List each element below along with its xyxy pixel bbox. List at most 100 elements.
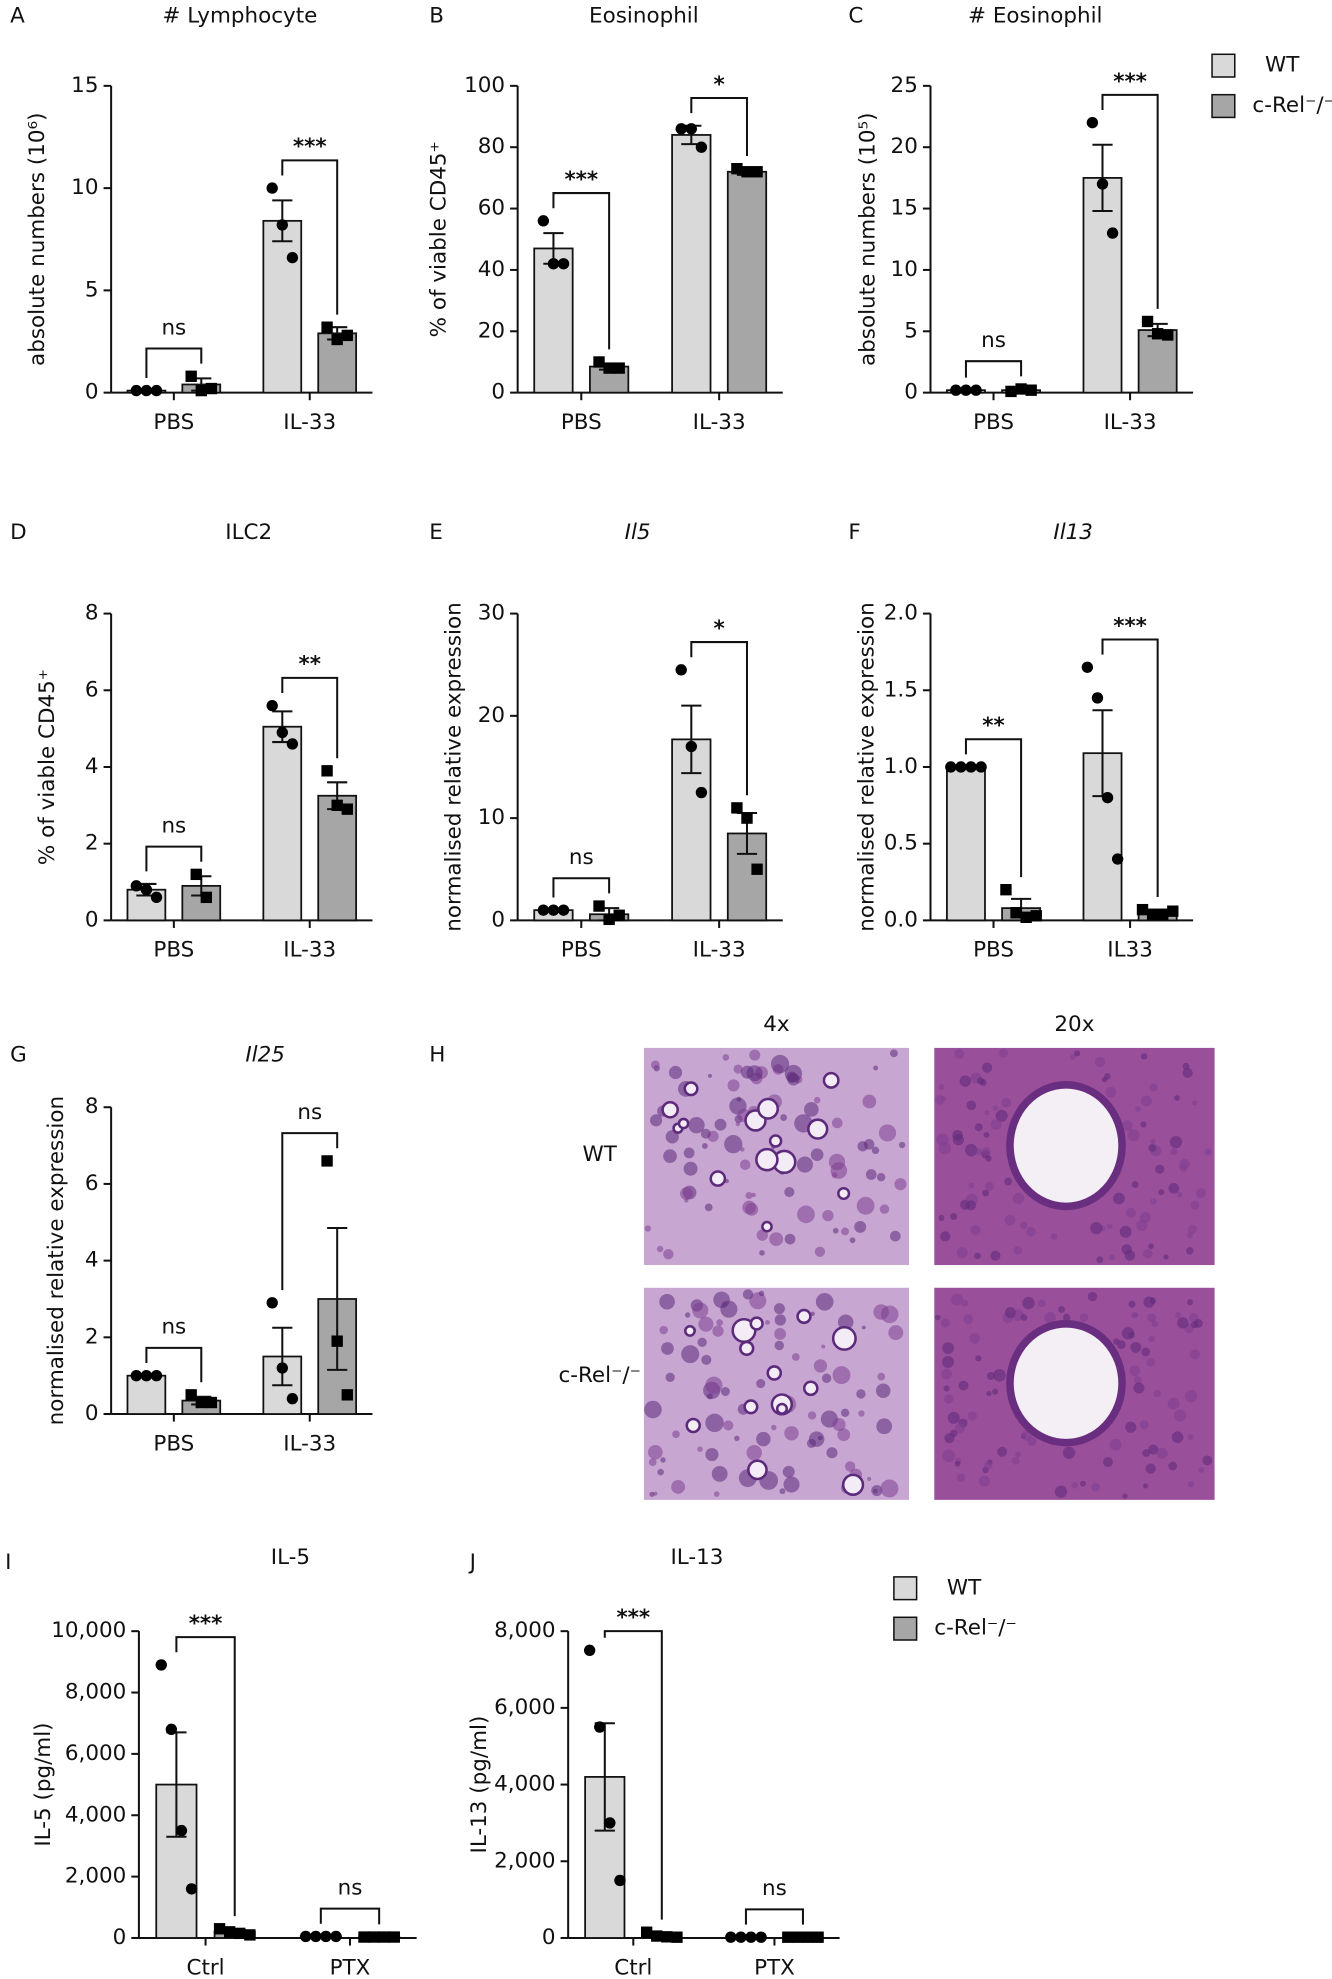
tissue [1142, 1449, 1151, 1457]
tissue [1173, 1409, 1187, 1422]
tissue [784, 1233, 796, 1245]
data-point [603, 913, 615, 926]
tissue [1148, 1444, 1159, 1455]
data-point [613, 362, 625, 374]
tissue [986, 1391, 992, 1397]
tissue [1150, 1198, 1157, 1205]
tissue [1148, 1335, 1155, 1343]
data-point [213, 1923, 226, 1935]
x-tick-label: PBS [153, 938, 194, 963]
tissue [876, 1418, 893, 1435]
data-point [185, 370, 197, 382]
tissue [999, 1048, 1009, 1058]
tissue [648, 1458, 657, 1467]
tissue [1198, 1467, 1205, 1473]
y-tick-label: 6 [85, 677, 99, 702]
tissue [863, 1139, 875, 1150]
y-axis-label: normalised relative expression [442, 602, 467, 931]
tissue [1143, 1296, 1155, 1308]
tissue [697, 1446, 703, 1452]
y-tick-label: 20 [478, 318, 505, 343]
tissue [1130, 1341, 1142, 1353]
data-point [266, 182, 278, 194]
data-point [130, 384, 142, 397]
tissue [832, 1417, 846, 1432]
x-tick-label: IL-33 [693, 410, 746, 435]
tissue [707, 1073, 712, 1078]
tissue [1186, 1299, 1194, 1306]
data-point [299, 1930, 312, 1943]
tissue [1096, 1256, 1104, 1264]
tissue [644, 1225, 651, 1232]
tissue [722, 1054, 730, 1061]
data-point [205, 382, 218, 395]
tissue [861, 1325, 866, 1330]
tissue [1193, 1318, 1203, 1328]
tissue [1202, 1455, 1213, 1466]
tissue [844, 1461, 856, 1472]
tissue [942, 1355, 955, 1368]
data-point [368, 1931, 380, 1943]
significance-bracket [281, 159, 339, 315]
tissue [1145, 1463, 1156, 1474]
significance-label: ns [297, 1100, 322, 1125]
tissue [810, 1311, 815, 1316]
data-point [1020, 911, 1032, 923]
error-bar [1092, 143, 1113, 213]
tissue [644, 1400, 662, 1419]
tissue [769, 1232, 784, 1247]
tissue [1151, 1320, 1159, 1328]
significance-bracket [175, 1636, 236, 1917]
data-point [955, 761, 967, 773]
data-point [320, 1930, 332, 1943]
tissue [1087, 1291, 1098, 1302]
tissue [756, 1431, 771, 1447]
y-tick-label: 8 [85, 601, 99, 626]
tissue [974, 1123, 983, 1132]
tissue [660, 1457, 666, 1463]
tissue [1168, 1182, 1180, 1194]
data-point [276, 219, 288, 231]
data-point [583, 1644, 596, 1657]
tissue [1026, 1227, 1036, 1237]
y-axis-label: absolute numbers (10⁶) [25, 113, 50, 366]
x-tick-label: Ctrl [614, 1955, 652, 1979]
tissue [976, 1077, 985, 1085]
y-axis-label: normalised relative expression [854, 602, 879, 931]
tissue [698, 1316, 714, 1332]
data-point [276, 726, 288, 739]
legend-swatch [893, 1616, 918, 1641]
airway [807, 1118, 829, 1140]
tissue [727, 1079, 740, 1092]
y-axis-label: IL-13 (pg/ml) [467, 1716, 492, 1854]
data-point [731, 163, 743, 175]
data-point [310, 1930, 322, 1943]
tissue [985, 1181, 994, 1191]
legend-swatch [1211, 53, 1236, 78]
tissue [1177, 1317, 1189, 1329]
data-point [782, 1931, 794, 1943]
tissue [1170, 1148, 1178, 1156]
tissue [774, 1340, 784, 1351]
data-point [341, 1389, 353, 1401]
data-point [321, 1155, 333, 1167]
airway [761, 1220, 773, 1233]
tissue [684, 1312, 691, 1318]
bar [671, 134, 712, 394]
tissue [720, 1300, 738, 1318]
tissue [671, 1479, 686, 1494]
tissue [1133, 1382, 1145, 1394]
tissue [959, 1075, 971, 1087]
tissue [1187, 1224, 1197, 1234]
y-axis-label: % of viable CD45⁺ [426, 141, 451, 337]
tissue [837, 1314, 854, 1331]
legend-swatch [1211, 93, 1236, 119]
tissue [888, 1325, 904, 1341]
data-point [1086, 116, 1099, 129]
data-point [195, 384, 207, 397]
data-point [1106, 227, 1119, 239]
data-point [557, 258, 570, 270]
y-tick-label: 4 [85, 1248, 99, 1273]
data-point [695, 141, 708, 153]
x-tick-label: PBS [973, 938, 1014, 963]
